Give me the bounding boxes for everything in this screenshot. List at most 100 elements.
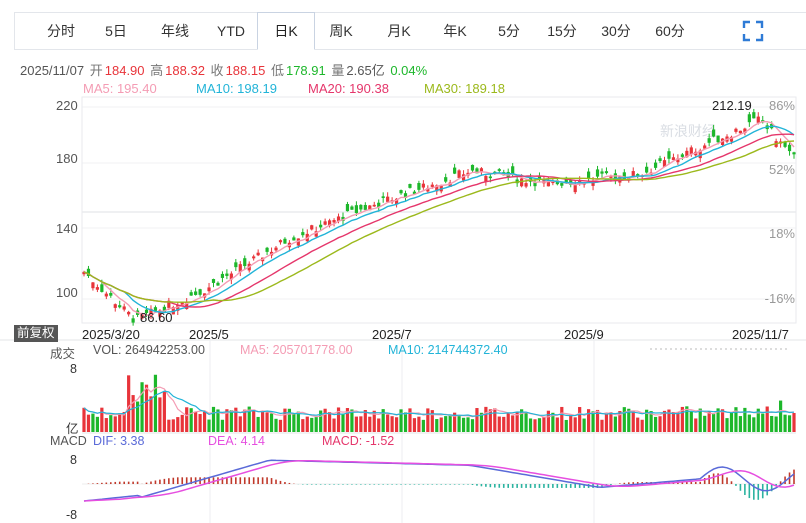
volume-bar <box>720 409 725 432</box>
macd-bar <box>775 484 777 487</box>
candle-body <box>453 167 457 174</box>
macd-bar <box>368 484 371 485</box>
candle-body <box>662 160 667 167</box>
candle-body <box>515 179 519 184</box>
macd-bar <box>427 484 429 485</box>
volume-bar <box>176 417 180 432</box>
candle-body <box>542 179 546 184</box>
macd-bar <box>185 477 188 484</box>
volume-bar <box>207 419 211 432</box>
change-value: 0.04% <box>390 63 428 78</box>
volume-bar <box>127 375 131 432</box>
candle-body <box>225 273 229 276</box>
macd-bar <box>391 484 393 485</box>
candle-body <box>774 141 778 147</box>
volume-bar <box>533 419 537 432</box>
candle-body <box>703 145 707 149</box>
volume-bar <box>296 411 300 432</box>
tab-7[interactable]: 年K <box>443 23 467 39</box>
volume-bar <box>600 419 604 432</box>
macd-bar <box>748 484 751 499</box>
restore-badge[interactable]: 前复权 <box>14 325 58 342</box>
macd-bar <box>610 484 612 486</box>
macd-bar <box>159 479 161 484</box>
macd-bar <box>587 484 590 488</box>
volume-bar <box>118 413 122 432</box>
volume-bar <box>792 412 796 432</box>
macd-bar <box>360 484 362 485</box>
candle-body <box>627 178 631 181</box>
tab-2[interactable]: 年线 <box>161 23 189 39</box>
candle-body <box>448 182 452 187</box>
tab-11[interactable]: 60分 <box>655 23 685 39</box>
candle-body <box>613 173 617 181</box>
tab-6[interactable]: 月K <box>387 23 411 39</box>
macd-bar <box>105 482 108 484</box>
candle-body <box>586 171 591 179</box>
volume-bar <box>91 413 95 432</box>
candle-body <box>484 176 488 182</box>
volume-bar <box>162 391 166 432</box>
macd-bar <box>489 484 492 488</box>
macd-bar <box>721 474 724 484</box>
macd-bar <box>462 484 465 485</box>
open-value: 184.90 <box>104 63 145 78</box>
candle-body <box>475 168 479 174</box>
macd-bar <box>770 484 773 492</box>
low-label: 低 <box>270 63 284 78</box>
macd-bar <box>726 477 728 484</box>
volume-bar <box>738 416 743 432</box>
tab-1[interactable]: 5日 <box>105 23 127 39</box>
macd-axis-top: 8 <box>70 453 77 467</box>
candle-body <box>198 289 202 295</box>
open-label: 开 <box>89 63 103 78</box>
ma20-line <box>83 133 795 308</box>
tab-8[interactable]: 5分 <box>498 23 520 39</box>
macd-bar <box>190 477 192 484</box>
date-axis: 2025/3/20 2025/5 2025/7 2025/9 2025/11/7 <box>82 327 789 342</box>
macd-bar <box>627 482 630 484</box>
tab-5[interactable]: 周K <box>329 23 353 39</box>
volume-bar <box>747 414 751 432</box>
tab-3[interactable]: YTD <box>217 23 245 39</box>
candle-body <box>645 166 649 173</box>
macd-bar <box>534 484 536 488</box>
candle-body <box>336 216 341 222</box>
macd-bar <box>400 484 402 485</box>
macd-bar <box>382 484 384 485</box>
volume-bar <box>243 409 247 432</box>
candle-body <box>194 291 198 295</box>
candle-body <box>466 172 470 176</box>
tab-0[interactable]: 分时 <box>47 23 75 39</box>
volume-bar <box>653 416 658 432</box>
volume-bar <box>774 416 778 432</box>
macd-bar <box>127 481 130 484</box>
macd-bar <box>275 479 277 484</box>
candle-body <box>229 273 233 280</box>
volume-bars <box>82 374 796 432</box>
macd-bar <box>516 484 518 488</box>
volume-bar <box>238 416 242 432</box>
ma-lines <box>83 120 795 317</box>
tab-4[interactable]: 日K <box>257 12 315 50</box>
candle-body <box>520 178 524 187</box>
candle-body <box>712 129 716 137</box>
candle-body <box>631 171 635 176</box>
macd-bar <box>502 484 505 488</box>
fullscreen-icon[interactable] <box>742 20 764 42</box>
volume-bar <box>783 414 787 432</box>
macd-bar <box>319 484 322 485</box>
macd-bar <box>217 477 219 484</box>
macd-bar <box>453 484 456 485</box>
macd-bar <box>315 484 318 485</box>
candle-body <box>761 120 765 123</box>
candle-body <box>511 166 515 174</box>
volume-bar <box>475 408 479 432</box>
macd-bar <box>261 477 264 484</box>
volume-bar <box>520 409 524 432</box>
tab-9[interactable]: 15分 <box>547 23 577 39</box>
candle-body <box>622 172 626 180</box>
tab-10[interactable]: 30分 <box>601 23 631 39</box>
volume-bar <box>586 409 591 432</box>
macd-bar <box>467 484 469 485</box>
